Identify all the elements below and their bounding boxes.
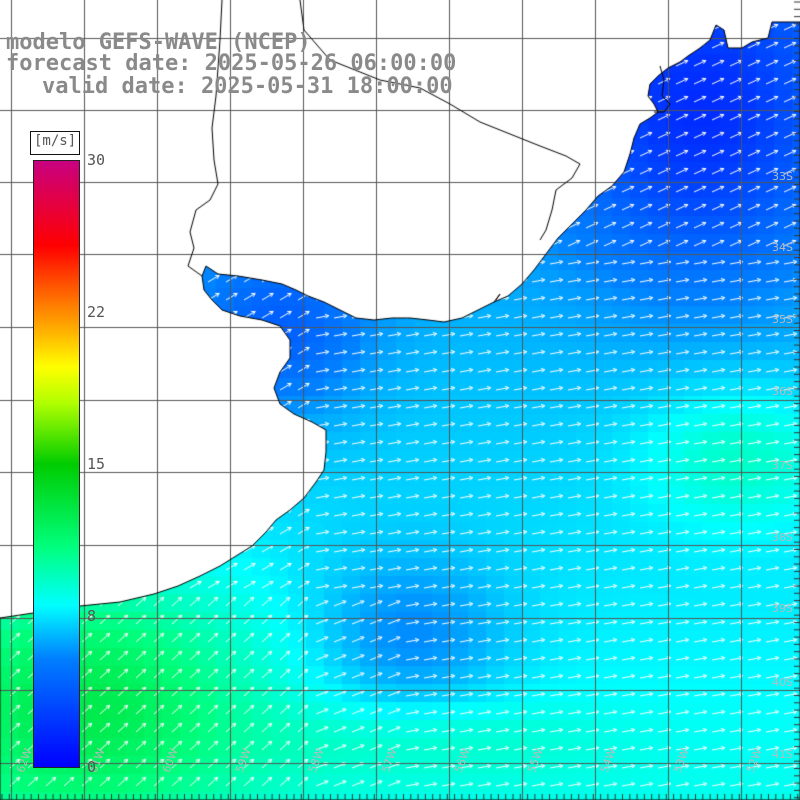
colorbar-tick: 22 <box>87 303 106 321</box>
lat-label: 39S <box>772 602 793 615</box>
colorbar-tick: 0 <box>87 758 97 776</box>
title-valid-date: valid date: 2025-05-31 18:00:00 <box>42 74 453 99</box>
colorbar-tick: 8 <box>87 607 97 625</box>
lat-label: 34S <box>772 241 793 254</box>
lat-label: 38S <box>772 531 793 544</box>
colorbar <box>33 160 80 768</box>
colorbar-tick: 30 <box>87 151 106 169</box>
colorbar-unit: [m/s] <box>34 133 77 149</box>
colorbar-tick: 15 <box>87 455 106 473</box>
lat-label: 40S <box>772 676 793 689</box>
title-forecast-date: forecast date: 2025-05-26 06:00:00 <box>6 51 457 76</box>
title-model: modelo GEFS-WAVE (NCEP) <box>6 30 311 55</box>
lat-label: 37S <box>772 459 793 472</box>
lat-label: 35S <box>772 313 793 326</box>
lat-label: 36S <box>772 385 793 398</box>
lat-label: 33S <box>772 170 793 183</box>
colorbar-unit-box <box>30 131 80 155</box>
lat-label: 41S <box>772 748 793 761</box>
